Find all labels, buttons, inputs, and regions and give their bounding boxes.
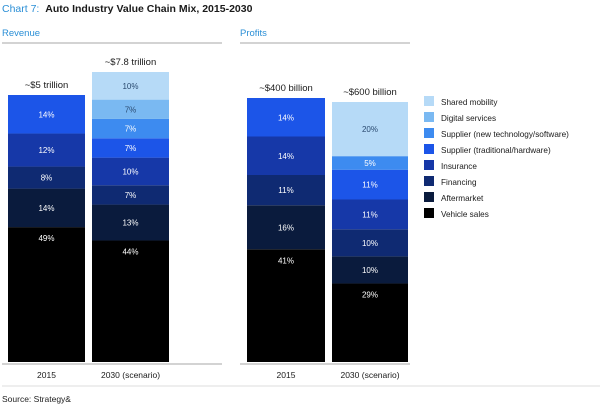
segment-value-label: 10% — [362, 239, 378, 248]
bar-segment-vehicle-sales — [332, 283, 408, 362]
bar-revenue-2015: 49% 14% 8% 12% 14% ~$5 trillion 2015 — [8, 80, 85, 380]
bar-total-label: ~$400 billion — [259, 83, 313, 94]
segment-value-label: 7% — [125, 105, 137, 114]
legend-label: Supplier (new technology/software) — [441, 130, 569, 139]
category-label: 2015 — [277, 370, 296, 380]
plot-area: Revenue 49% 14% 8% 12% 14% ~$5 trillion 2015 44%… — [2, 28, 600, 387]
bar-segment-financing — [247, 175, 325, 206]
legend-item-digital-services: Digital services — [424, 112, 496, 123]
bar-segment-supplier-new-technology-software — [332, 156, 408, 170]
segment-value-label: 8% — [41, 174, 53, 183]
legend-swatch — [424, 160, 434, 170]
bar-segment-insurance — [332, 199, 408, 230]
panel-profits: Profits 41% 16% 11% 14% 14% ~$400 billion 2015 2… — [240, 28, 410, 380]
segment-value-label: 7% — [125, 144, 137, 153]
segment-value-label: 41% — [278, 256, 294, 265]
legend-item-supplier-traditional-hardware: Supplier (traditional/hardware) — [424, 144, 551, 155]
bar-segment-insurance — [247, 136, 325, 175]
legend-label: Aftermarket — [441, 194, 484, 203]
panel-revenue: Revenue 49% 14% 8% 12% 14% ~$5 trillion 2015 44%… — [2, 28, 222, 380]
category-label: 2030 (scenario) — [101, 370, 160, 380]
bar-segment-financing — [92, 185, 169, 205]
segment-value-label: 44% — [122, 247, 138, 256]
legend-swatch — [424, 112, 434, 122]
bar-segment-financing — [332, 229, 408, 257]
segment-value-label: 29% — [362, 290, 378, 299]
bar-segment-shared-mobility — [92, 72, 169, 100]
segment-value-label: 10% — [362, 266, 378, 275]
bar-segment-supplier-traditional-hardware — [92, 138, 169, 158]
bar-total-label: ~$5 trillion — [25, 80, 69, 91]
segment-value-label: 20% — [362, 125, 378, 134]
bar-segment-digital-services — [92, 99, 169, 119]
bar-segment-vehicle-sales — [8, 227, 85, 362]
bar-segment-aftermarket — [8, 188, 85, 228]
bar-segment-shared-mobility — [332, 102, 408, 157]
bar-segment-aftermarket — [332, 256, 408, 284]
legend-swatch — [424, 128, 434, 138]
segment-value-label: 14% — [278, 152, 294, 161]
legend-label: Financing — [441, 178, 477, 187]
segment-value-label: 49% — [38, 234, 54, 243]
segment-value-label: 11% — [362, 181, 377, 190]
bar-segment-insurance — [92, 157, 169, 186]
bar-revenue-2030-scenario: 44% 13% 7% 10% 7% 7% 7% 10% ~$7.8 trillion 2030 (… — [92, 57, 169, 380]
legend-item-vehicle-sales: Vehicle sales — [424, 208, 489, 219]
legend-label: Vehicle sales — [441, 210, 489, 219]
legend-label: Shared mobility — [441, 98, 498, 107]
bar-total-label: ~$7.8 trillion — [105, 57, 157, 68]
legend-label: Supplier (traditional/hardware) — [441, 146, 551, 155]
segment-value-label: 12% — [38, 146, 54, 155]
bar-segment-aftermarket — [247, 205, 325, 250]
source-note: Source: Strategy& — [2, 394, 71, 404]
category-label: 2030 (scenario) — [340, 370, 399, 380]
segment-value-label: 11% — [278, 186, 293, 195]
legend-label: Insurance — [441, 162, 477, 171]
bar-segment-aftermarket — [92, 204, 169, 241]
bar-profits-2030-scenario: 29% 10% 10% 11% 11% 5% 20% ~$600 billion 2030 (s… — [332, 87, 408, 380]
bar-profits-2015: 41% 16% 11% 14% 14% ~$400 billion 2015 — [247, 83, 325, 380]
segment-value-label: 10% — [122, 82, 138, 91]
segment-value-label: 16% — [278, 223, 294, 232]
segment-value-label: 13% — [122, 219, 138, 228]
bar-segment-supplier-traditional-hardware — [247, 98, 325, 137]
chart-title-prefix: Chart 7: — [2, 3, 39, 15]
legend-swatch — [424, 192, 434, 202]
legend-item-shared-mobility: Shared mobility — [424, 96, 498, 107]
segment-value-label: 11% — [362, 210, 377, 219]
bar-total-label: ~$600 billion — [343, 87, 397, 98]
legend-item-aftermarket: Aftermarket — [424, 192, 484, 203]
chart-title: Chart 7: Auto Industry Value Chain Mix, … — [2, 3, 253, 15]
bar-segment-supplier-traditional-hardware — [332, 169, 408, 200]
segment-value-label: 14% — [38, 204, 54, 213]
bar-segment-vehicle-sales — [247, 249, 325, 362]
bar-segment-supplier-new-technology-software — [92, 118, 169, 139]
category-label: 2015 — [37, 370, 56, 380]
bar-segment-supplier-traditional-hardware — [8, 95, 85, 134]
segment-value-label: 10% — [122, 167, 138, 176]
legend: Shared mobility Digital services Supplier … — [424, 96, 569, 219]
bar-segment-financing — [8, 166, 85, 189]
legend-item-financing: Financing — [424, 176, 477, 187]
segment-value-label: 14% — [38, 110, 54, 119]
legend-swatch — [424, 96, 434, 106]
bar-segment-insurance — [8, 133, 85, 167]
segment-value-label: 5% — [364, 159, 376, 168]
legend-swatch — [424, 176, 434, 186]
bar-segment-vehicle-sales — [92, 240, 169, 362]
legend-swatch — [424, 208, 434, 218]
panel-heading-revenue: Revenue — [2, 28, 40, 39]
chart-title-main: Auto Industry Value Chain Mix, 2015-2030 — [45, 3, 252, 15]
legend-item-insurance: Insurance — [424, 160, 477, 171]
legend-swatch — [424, 144, 434, 154]
panel-heading-profits: Profits — [240, 28, 267, 39]
legend-label: Digital services — [441, 114, 496, 123]
segment-value-label: 7% — [125, 125, 137, 134]
segment-value-label: 14% — [278, 113, 294, 122]
legend-item-supplier-new-technology-software: Supplier (new technology/software) — [424, 128, 569, 139]
segment-value-label: 7% — [125, 191, 137, 200]
